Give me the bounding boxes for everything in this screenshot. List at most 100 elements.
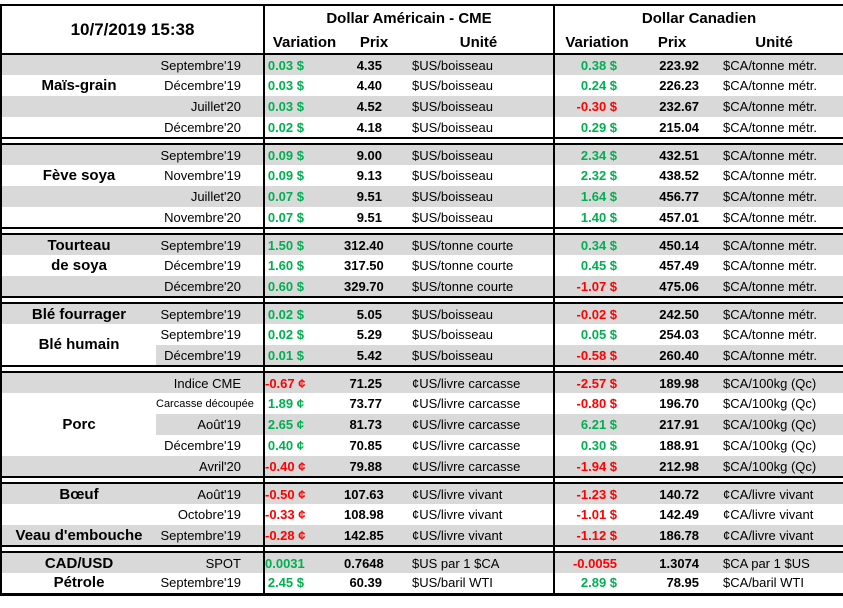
ca-prix-cell: 450.14: [639, 234, 706, 255]
month-cell: Décembre'19: [156, 345, 265, 366]
ca-prix-cell: 212.98: [639, 456, 706, 477]
ca-unit-cell: $CA/tonne métr.: [723, 258, 817, 273]
us-var-cell: 0.03 $: [267, 78, 304, 93]
gap-cell: [264, 545, 556, 553]
table-row-tourteau-de-soya-1: de soya Décembre'19 1.60 $ 317.50 $US/tonne …: [1, 255, 843, 276]
us-prix-cell: 71.25: [344, 372, 404, 393]
ca-unit-cell: $CA/tonne métr.: [705, 96, 843, 117]
month-cell: Septembre'19: [156, 234, 265, 255]
gap-cell: [264, 296, 556, 304]
commodity-label: Tourteau: [1, 234, 156, 255]
gap-cell: [554, 545, 843, 553]
commodity-label: Blé fourrager: [1, 303, 156, 324]
us-unit-cell: $US/tonne courte: [404, 255, 556, 276]
us-prix-cell: 70.85: [349, 438, 382, 453]
gap-cell: [1, 137, 265, 145]
ca-var-cell: 2.32 $: [580, 168, 618, 183]
gap-cell: [264, 476, 556, 484]
commodity-label: Pétrole: [53, 574, 105, 592]
us-var-cell: 0.03 $: [264, 54, 344, 75]
ca-prix-cell: 217.91: [639, 414, 706, 435]
commodity-label: [1, 456, 156, 477]
group-header-row: 10/7/2019 15:38 Dollar Américain - CME D…: [1, 5, 843, 55]
us-prix-cell: 142.85: [344, 525, 404, 546]
us-prix-cell: 4.35: [344, 54, 404, 75]
us-unit-cell: $US/boisseau: [404, 144, 556, 165]
table-row-mais-grain-2: Juillet'20 0.03 $4.52 $US/boisseau -0.30 $2…: [1, 96, 843, 117]
table-row-mais-grain-3: Décembre'20 0.02 $ 4.18 $US/boisseau 0.29 $ 2…: [1, 117, 843, 138]
month-cell: Septembre'19: [156, 324, 265, 345]
us-dollar-group-header: Dollar Américain - CME: [264, 5, 556, 31]
us-unit-cell: ¢US/livre vivant: [404, 525, 556, 546]
month-cell: Septembre'19: [156, 54, 265, 75]
us-var-cell: 0.02 $: [267, 327, 304, 342]
us-var-cell: 2.65 ¢: [264, 414, 344, 435]
table-row-ble-1: Blé humain Septembre'19 0.02 $ 5.29 $US/bois…: [1, 324, 843, 366]
ca-var-cell: 1.64 $: [554, 186, 640, 207]
commodity-label: Bœuf: [1, 483, 156, 504]
ca-unit-cell: ¢CA/livre vivant: [705, 525, 843, 546]
us-var-cell: 0.07 $: [267, 209, 304, 225]
us-variation-header: Variation: [264, 31, 344, 55]
ca-unit-cell: $CA/tonne métr.: [705, 276, 843, 297]
month-cell: Juillet'20: [156, 96, 265, 117]
commodity-label: [1, 372, 156, 393]
ca-prix-cell: 189.98: [639, 372, 706, 393]
ca-prix-cell: 223.92: [639, 54, 706, 75]
us-unit-cell: $US/tonne courte: [404, 276, 556, 297]
us-unit-cell: $US/boisseau: [404, 117, 556, 138]
table-row-boeuf-veau-0: Bœuf Août'19 -0.50 ¢ 107.63 ¢US/livre vivant…: [1, 483, 843, 504]
us-unit-cell: ¢US/livre carcasse: [404, 393, 556, 414]
month-cell: Avril'20: [156, 456, 265, 477]
month-cell: Septembre'19: [156, 573, 265, 594]
month-cell: Novembre'20: [156, 207, 265, 228]
us-var-cell: -0.67 ¢: [264, 372, 344, 393]
ca-var-cell: -0.0055: [554, 552, 640, 573]
gap-cell: [554, 227, 843, 235]
table-row-porc-0: Indice CME -0.67 ¢ 71.25 ¢US/livre carcasse…: [1, 372, 843, 393]
ca-unit-cell: $CA/100kg (Qc): [723, 438, 817, 453]
table-row-porc-3: Décembre'19 0.40 ¢ 70.85 ¢US/livre carcasse…: [1, 435, 843, 456]
month-cell: Carcasse découpée: [156, 393, 265, 414]
month-cell: Décembre'19: [156, 255, 265, 276]
us-unit-cell: $US/boisseau: [404, 54, 556, 75]
month-cell: Indice CME: [156, 372, 265, 393]
ca-dollar-group-header: Dollar Canadien: [641, 10, 757, 27]
us-unit-cell: ¢US/livre vivant: [404, 483, 556, 504]
gap-cell: [554, 365, 843, 373]
us-prix-cell: 108.98: [344, 507, 384, 522]
us-var-cell: 0.03 $: [264, 96, 344, 117]
us-unit-cell: ¢US/livre vivant: [404, 504, 556, 525]
ca-var-cell: 0.38 $: [554, 54, 640, 75]
us-var-cell: 0.60 $: [264, 276, 344, 297]
ca-unit-cell: $CA/tonne métr.: [705, 144, 843, 165]
ca-prix-cell: 457.49: [659, 258, 700, 273]
table-row-tourteau-de-soya-0: Tourteau Septembre'19 1.50 $312.40 $US/tonn…: [1, 234, 843, 255]
us-prix-cell: 4.18: [356, 119, 382, 135]
commodity-label: [1, 186, 156, 207]
table-row-feve-soya-1: Fève soya Novembre'19 0.09 $ 9.13 $US/boisse…: [1, 165, 843, 186]
ca-var-cell: 0.29 $: [580, 119, 618, 135]
us-prix-cell: 9.00: [344, 144, 404, 165]
table-row-mais-grain-0: Septembre'19 0.03 $4.35 $US/boisseau 0.38 $…: [1, 54, 843, 75]
us-var-cell: 0.40 ¢: [267, 438, 304, 453]
commodity-label: [1, 276, 156, 297]
us-prix-cell: 329.70: [344, 276, 404, 297]
us-var-cell: 2.45 $: [267, 575, 304, 591]
table-row-porc-2: Août'19 2.65 ¢ 81.73 ¢US/livre carcasse 6.21…: [1, 414, 843, 435]
ca-variation-header: Variation: [554, 31, 640, 55]
us-prix-cell: 60.39: [349, 575, 382, 591]
section-gap: [1, 296, 843, 304]
commodity-label: Blé humain: [1, 324, 156, 366]
us-var-cell: 0.02 $: [264, 303, 344, 324]
ca-prix-cell: 475.06: [639, 276, 706, 297]
ca-prix-cell: 438.52: [659, 168, 700, 183]
ca-prix-cell: 456.77: [639, 186, 706, 207]
table-row-ble-2: Décembre'19 0.01 $5.42 $US/boisseau -0.58 $…: [1, 345, 843, 366]
commodity-label: de soya: [51, 257, 107, 274]
gap-cell: [1, 227, 265, 235]
section-gap: [1, 476, 843, 484]
table-row-boeuf-veau-1: Octobre'19 -0.33 ¢ 108.98 ¢US/livre vivant -…: [1, 504, 843, 525]
section-gap: [1, 227, 843, 235]
